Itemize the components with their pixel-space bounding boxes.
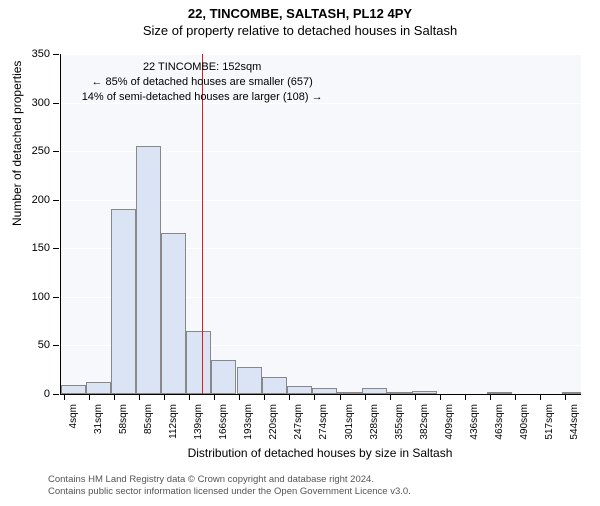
y-tick-label: 200 (10, 194, 50, 206)
x-tick (390, 394, 391, 400)
x-tick (465, 394, 466, 400)
footer-line2: Contains public sector information licen… (48, 486, 411, 498)
x-axis-title: Distribution of detached houses by size … (60, 446, 580, 460)
y-tick (53, 345, 59, 346)
x-tick-label: 517sqm (544, 404, 555, 440)
x-tick (264, 394, 265, 400)
x-tick-label: 4sqm (68, 404, 79, 428)
x-tick (565, 394, 566, 400)
chart-title-line2: Size of property relative to detached ho… (0, 23, 600, 38)
plot-area: 22 TINCOMBE: 152sqm← 85% of detached hou… (60, 54, 581, 395)
y-tick-label: 150 (10, 242, 50, 254)
x-tick-label: 328sqm (369, 404, 380, 440)
x-tick (239, 394, 240, 400)
y-tick-label: 50 (10, 339, 50, 351)
y-tick (53, 103, 59, 104)
annotation-line: 22 TINCOMBE: 152sqm (67, 60, 337, 75)
y-tick-label: 350 (10, 48, 50, 60)
x-tick-label: 247sqm (293, 404, 304, 440)
chart-title-line1: 22, TINCOMBE, SALTASH, PL12 4PY (0, 6, 600, 21)
x-tick-label: 382sqm (419, 404, 430, 440)
x-tick-label: 301sqm (344, 404, 355, 440)
reference-line (202, 54, 203, 394)
y-tick (53, 394, 59, 395)
x-tick (490, 394, 491, 400)
histogram-bar (186, 331, 211, 394)
y-tick-label: 100 (10, 291, 50, 303)
histogram-bar (211, 360, 236, 394)
y-tick (53, 297, 59, 298)
annotation-box: 22 TINCOMBE: 152sqm← 85% of detached hou… (67, 60, 337, 105)
x-tick-label: 139sqm (193, 404, 204, 440)
x-tick-label: 193sqm (243, 404, 254, 440)
x-tick-label: 31sqm (93, 404, 104, 434)
y-tick-label: 0 (10, 388, 50, 400)
x-tick-label: 490sqm (519, 404, 530, 440)
y-tick (53, 54, 59, 55)
x-tick-label: 463sqm (494, 404, 505, 440)
histogram-bar (237, 367, 262, 394)
y-tick-label: 250 (10, 145, 50, 157)
histogram-bar (412, 391, 437, 394)
x-tick (114, 394, 115, 400)
x-tick (289, 394, 290, 400)
histogram-bar (387, 392, 412, 394)
x-tick (189, 394, 190, 400)
y-tick (53, 151, 59, 152)
x-tick-label: 112sqm (168, 404, 179, 439)
x-tick (139, 394, 140, 400)
y-tick (53, 200, 59, 201)
histogram-bar (61, 385, 86, 394)
histogram-bar (287, 386, 312, 394)
x-tick-label: 274sqm (318, 404, 329, 440)
x-tick (365, 394, 366, 400)
x-tick (64, 394, 65, 400)
annotation-line: 14% of semi-detached houses are larger (… (67, 90, 337, 105)
histogram-bar (111, 209, 136, 394)
histogram-bar (86, 382, 111, 394)
annotation-line: ← 85% of detached houses are smaller (65… (67, 75, 337, 90)
x-tick-label: 409sqm (444, 404, 455, 440)
chart-area: 22 TINCOMBE: 152sqm← 85% of detached hou… (60, 54, 580, 424)
x-tick (314, 394, 315, 400)
histogram-bar (337, 392, 362, 394)
histogram-bar (312, 388, 337, 394)
x-tick (540, 394, 541, 400)
x-tick-label: 436sqm (469, 404, 480, 440)
footer-line1: Contains HM Land Registry data © Crown c… (48, 474, 411, 486)
x-tick (440, 394, 441, 400)
histogram-bar (362, 388, 387, 394)
x-tick-label: 85sqm (143, 404, 154, 434)
histogram-bar (161, 233, 186, 394)
x-tick (214, 394, 215, 400)
footer-attribution: Contains HM Land Registry data © Crown c… (48, 474, 411, 498)
x-tick (340, 394, 341, 400)
x-tick-label: 544sqm (569, 404, 580, 440)
x-tick-label: 355sqm (394, 404, 405, 440)
y-tick-label: 300 (10, 97, 50, 109)
x-tick (164, 394, 165, 400)
histogram-bar (136, 146, 161, 394)
x-tick (515, 394, 516, 400)
histogram-bar (262, 377, 287, 394)
y-tick (53, 248, 59, 249)
x-tick-label: 220sqm (268, 404, 279, 440)
x-tick (89, 394, 90, 400)
grid-line (61, 54, 581, 55)
x-tick-label: 58sqm (118, 404, 129, 434)
histogram-bar (487, 392, 512, 394)
x-tick-label: 166sqm (218, 404, 229, 440)
x-tick (415, 394, 416, 400)
